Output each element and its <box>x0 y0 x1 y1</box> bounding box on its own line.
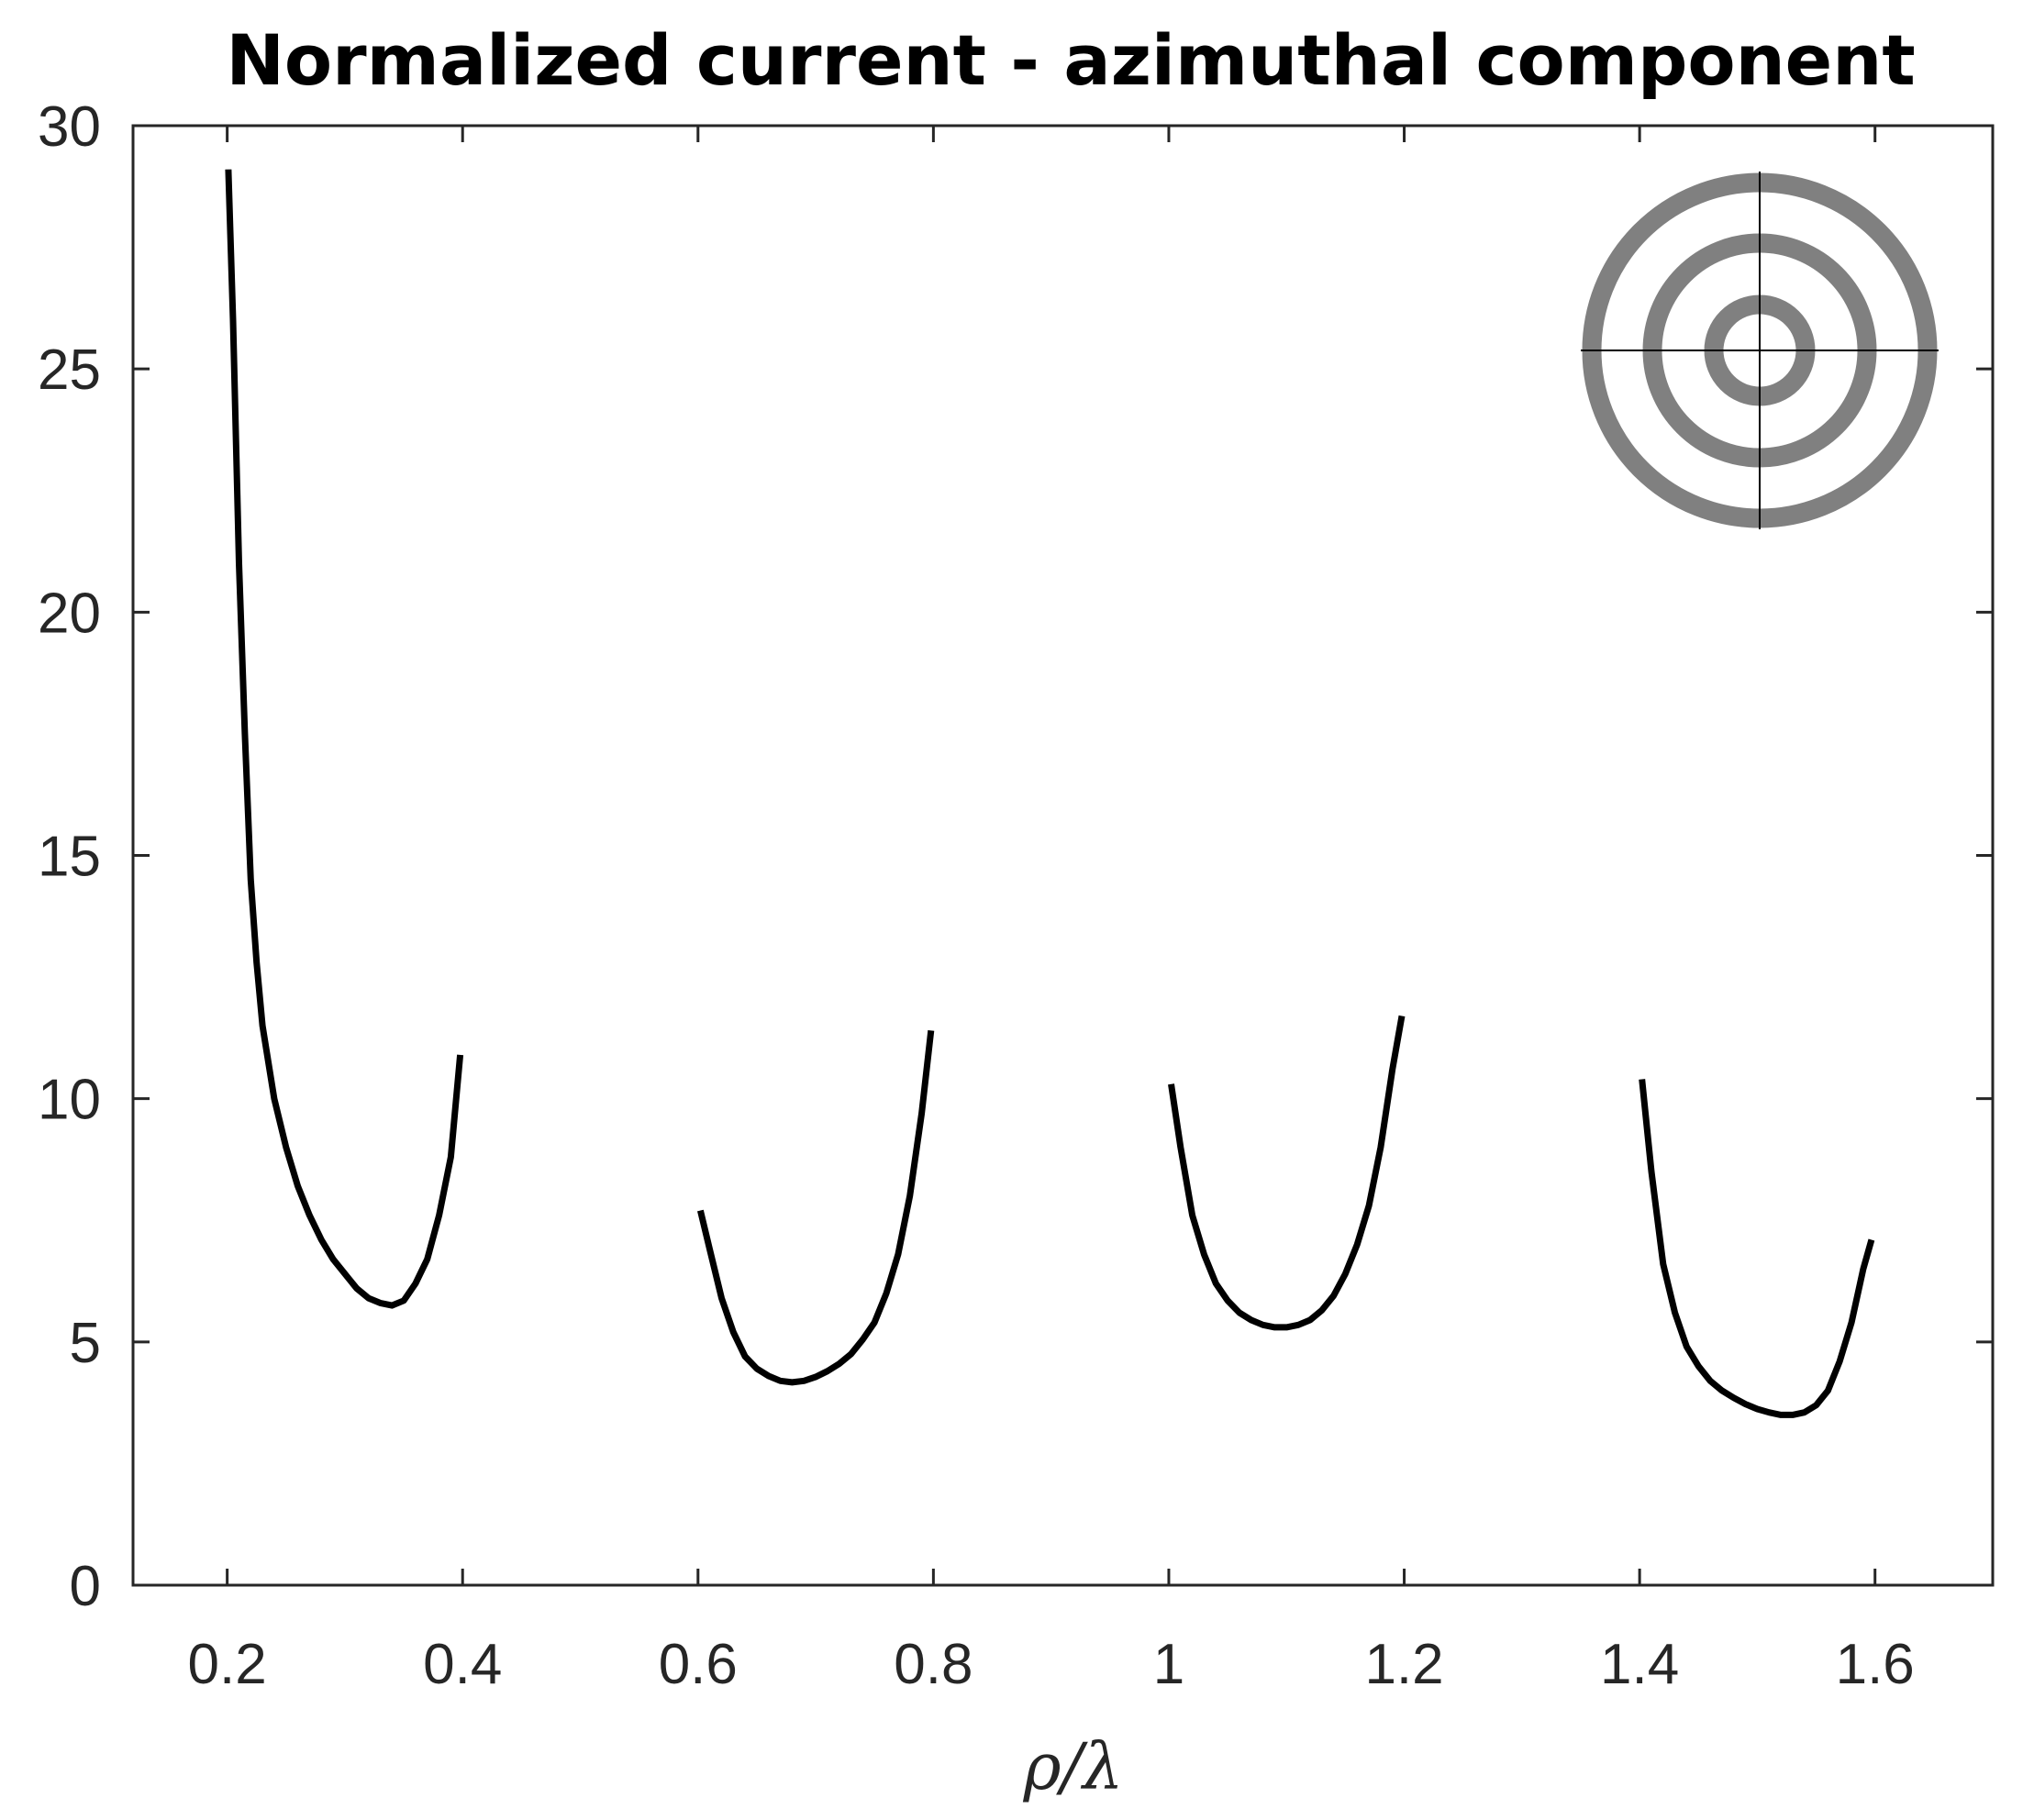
x-axis: 0.2 0.4 0.6 0.8 1 1.2 1.4 1.6 <box>188 126 1915 1696</box>
x-tick-label: 1.2 <box>1364 1633 1443 1696</box>
series-line-4 <box>1639 1079 1875 1418</box>
chart-title: Normalized current - azimuthal component <box>226 19 1915 101</box>
y-tick-label: 25 <box>38 338 101 402</box>
concentric-rings-icon <box>1581 172 1939 529</box>
x-tick-label: 0.6 <box>659 1633 738 1696</box>
y-axis: 0 5 10 15 20 25 30 <box>38 95 1993 1618</box>
y-tick-label: 30 <box>38 95 101 159</box>
x-axis-label: ρ/λ <box>1022 1729 1123 1804</box>
x-tick-label: 0.2 <box>188 1633 267 1696</box>
series-line-1 <box>225 169 464 1309</box>
y-tick-label: 20 <box>38 582 101 645</box>
x-tick-label: 1 <box>1153 1633 1184 1696</box>
y-tick-label: 15 <box>38 826 101 889</box>
x-tick-label: 1.6 <box>1836 1633 1915 1696</box>
y-tick-label: 0 <box>70 1555 101 1618</box>
x-tick-label: 0.4 <box>423 1633 502 1696</box>
x-tick-label: 1.4 <box>1600 1633 1679 1696</box>
series-line-2 <box>696 1030 935 1386</box>
series-layer <box>225 169 1875 1418</box>
y-tick-label: 10 <box>38 1069 101 1132</box>
series-line-3 <box>1168 1015 1406 1331</box>
y-tick-label: 5 <box>70 1312 101 1375</box>
x-tick-label: 0.8 <box>894 1633 973 1696</box>
